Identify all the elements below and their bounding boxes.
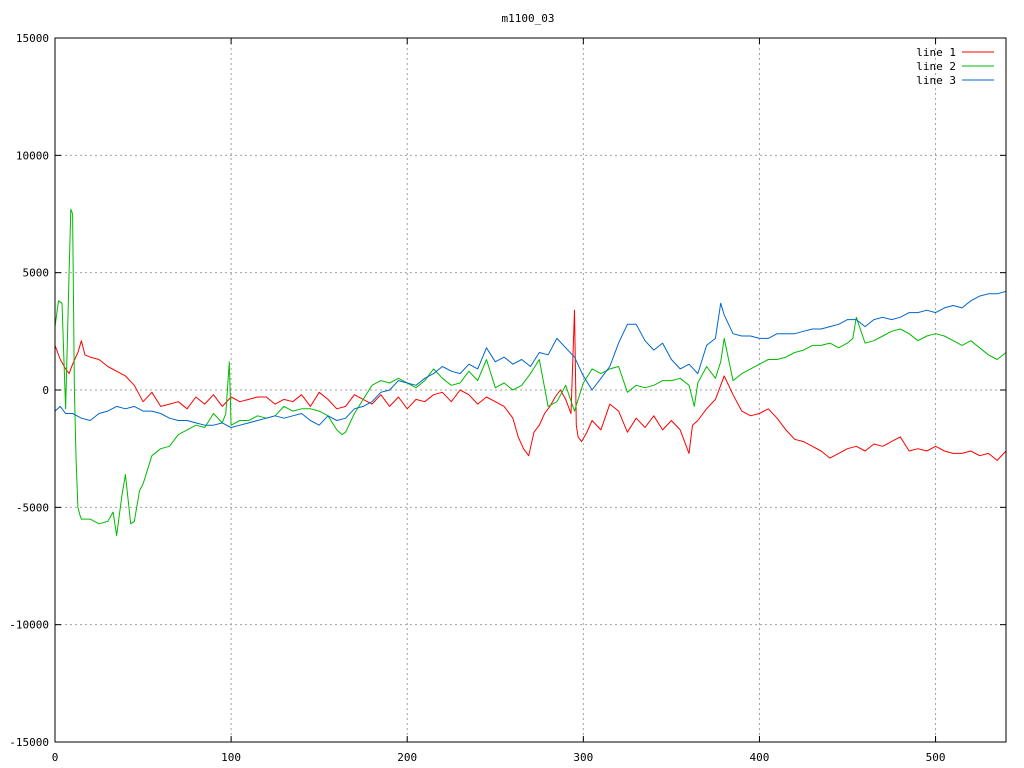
y-tick-label: 15000 [16,32,49,45]
legend-label: line 2 [916,60,956,73]
x-tick-label: 0 [52,751,59,764]
y-tick-label: -5000 [16,501,49,514]
series-line-2 [54,208,1007,536]
chart-title: m1100_03 [502,12,555,25]
grid-lines [55,38,1006,742]
y-tick-label: -10000 [9,619,49,632]
legend-label: line 3 [916,74,956,87]
y-tick-label: 5000 [23,267,50,280]
y-tick-label: -15000 [9,736,49,749]
y-tick-label: 10000 [16,149,49,162]
x-tick-label: 200 [397,751,417,764]
x-tick-label: 100 [221,751,241,764]
legend-label: line 1 [916,46,956,59]
series-line-1 [54,309,1007,461]
x-tick-label: 400 [750,751,770,764]
axis-ticks: 0 100 200 300 400 500 -15000 -10000 -5000 0 5000 10… [9,32,1006,764]
x-tick-label: 500 [926,751,946,764]
series-line-3 [54,290,1007,428]
series-lines [54,208,1007,536]
plot-frame [54,37,1007,743]
y-tick-label: 0 [42,384,49,397]
x-tick-label: 300 [573,751,593,764]
